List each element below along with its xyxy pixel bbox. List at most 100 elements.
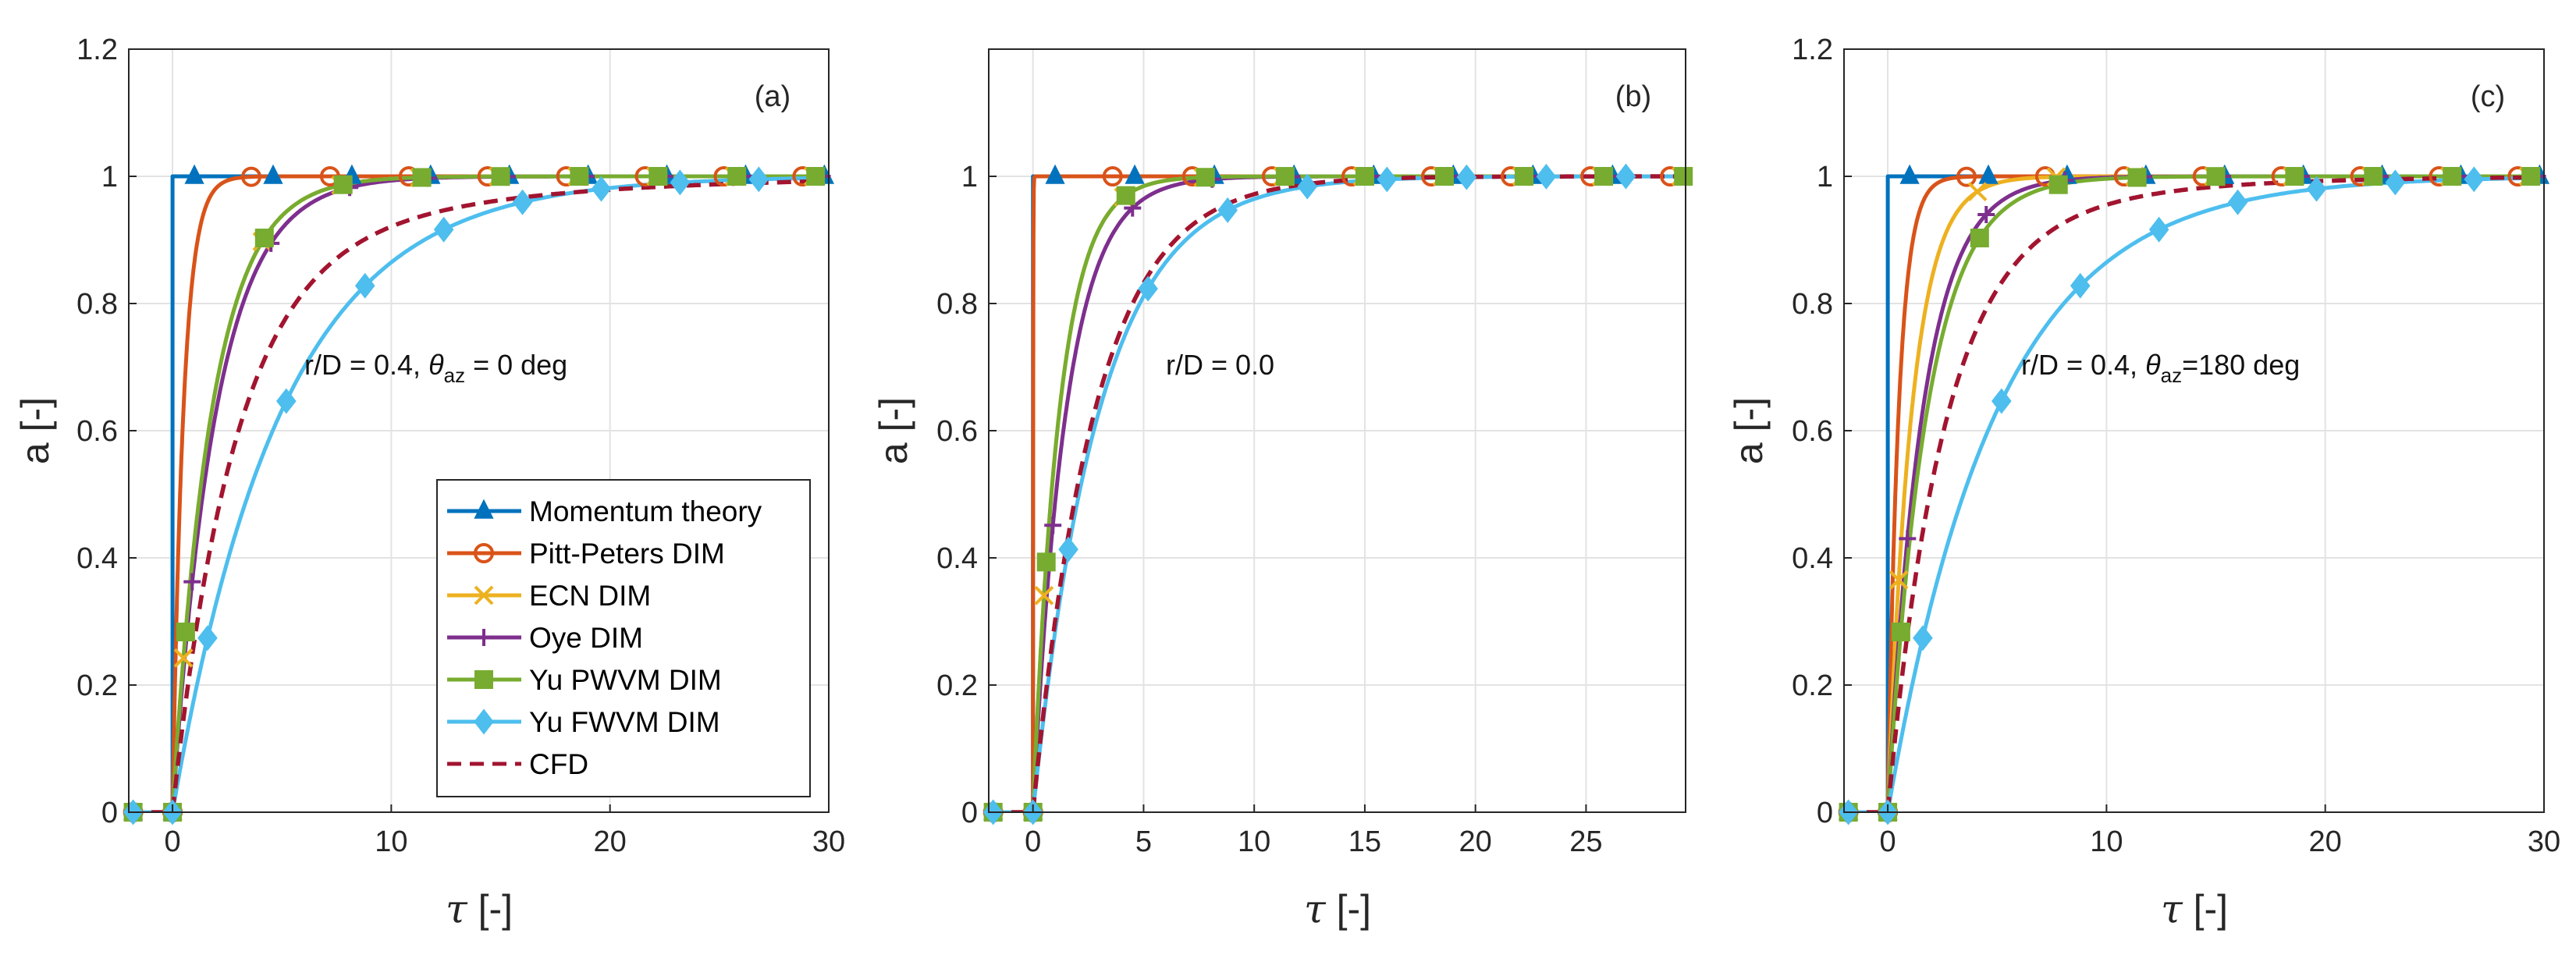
- annotation-c-pre: r/D = 0.4,: [2021, 349, 2145, 381]
- ytick-label: 0.4: [1792, 542, 1833, 575]
- marker-yu_fwvm: [2464, 166, 2485, 193]
- legend-entry: Yu PWVM DIM: [447, 664, 722, 696]
- ytick-label: 0: [101, 797, 118, 829]
- chart-panel-b: 0 5 10 15 20 25 00.20.40.60.81 (b) r/D = 0.0 …: [872, 48, 1693, 932]
- xticks-a: 0 10 20 30: [164, 804, 845, 858]
- ytick-label: 0.6: [936, 415, 978, 448]
- marker-yu_fwvm: [2306, 176, 2327, 202]
- marker-yu_fwvm: [1217, 197, 1238, 223]
- marker-yu_fwvm: [1615, 163, 1636, 190]
- ytick-label: 1.2: [1792, 34, 1833, 66]
- annotation-b-pre: r/D = 0.0: [1166, 349, 1274, 381]
- xtick-label: 5: [1135, 825, 1152, 858]
- legend-entry: Oye DIM: [447, 622, 643, 654]
- ytick-label: 0.8: [76, 288, 118, 321]
- xtick-label: 0: [164, 825, 180, 858]
- marker-momentum: [184, 164, 204, 184]
- ytick-label: 1: [1817, 161, 1833, 193]
- xlabel-b-unit: [-]: [1326, 887, 1371, 931]
- marker-yu_pwvm: [570, 167, 589, 186]
- marker-yu_fwvm: [1456, 164, 1477, 190]
- legend-entry: Pitt-Peters DIM: [447, 538, 725, 570]
- legend-marker-ecn: [474, 585, 494, 605]
- marker-yu_fwvm: [1992, 388, 2012, 414]
- marker-yu_fwvm: [1297, 173, 1318, 200]
- legend-marker-oye: [475, 629, 492, 646]
- marker-yu_pwvm: [2364, 167, 2383, 186]
- legend-entry: Yu FWVM DIM: [447, 706, 720, 738]
- series-line-cfd: [1844, 175, 2544, 812]
- annotation-a-pre: r/D = 0.4,: [304, 349, 428, 381]
- marker-yu_pwvm: [176, 622, 195, 641]
- marker-yu_pwvm: [2048, 175, 2068, 194]
- legend-entry: Momentum theory: [447, 495, 762, 527]
- marker-ecn: [1967, 182, 1988, 202]
- marker-yu_fwvm: [1536, 163, 1557, 190]
- marker-yu_pwvm: [2521, 167, 2541, 186]
- xtick-label: 30: [812, 825, 845, 858]
- marker-yu_pwvm: [254, 229, 274, 248]
- ytick-label: 0.4: [936, 542, 978, 575]
- panel-label-a: (a): [755, 80, 791, 113]
- marker-yu_pwvm: [648, 167, 668, 186]
- marker-yu_pwvm: [1515, 167, 1534, 186]
- legend-label: Pitt-Peters DIM: [529, 538, 725, 570]
- ytick-label: 0: [1817, 797, 1833, 829]
- marker-yu_fwvm: [433, 216, 454, 243]
- xlabel-a: τ [-]: [446, 886, 513, 932]
- marker-yu_fwvm: [748, 166, 769, 193]
- annotation-c: r/D = 0.4, θaz=180 deg: [2021, 349, 2300, 387]
- legend-label: ECN DIM: [529, 580, 651, 612]
- annotation-a-post: = 0 deg: [465, 349, 567, 381]
- legend-label: CFD: [529, 748, 588, 780]
- xticks-c: 0 10 20 30: [1879, 804, 2560, 858]
- annotation-b: r/D = 0.0: [1166, 349, 1274, 381]
- legend-entries: Momentum theory Pitt-Peters DIM ECN DIM Oye…: [447, 495, 762, 780]
- marker-ecn: [1888, 570, 1909, 590]
- ytick-label: 0.8: [936, 288, 978, 321]
- marker-momentum: [263, 164, 283, 184]
- legend-marker-yu_fwvm: [474, 708, 494, 735]
- xtick-label: 15: [1348, 825, 1381, 858]
- marker-momentum: [1978, 164, 1999, 184]
- marker-ecn: [173, 648, 194, 668]
- marker-oye: [1899, 530, 1917, 548]
- annotation-c-sub: az: [2161, 364, 2182, 387]
- legend-label: Yu FWVM DIM: [529, 706, 720, 738]
- marker-yu_pwvm: [1434, 167, 1454, 186]
- marker-yu_pwvm: [412, 168, 432, 187]
- marker-oye: [183, 573, 201, 591]
- marker-yu_pwvm: [333, 175, 353, 194]
- ytick-label: 0.2: [936, 669, 978, 702]
- panel-label-b: (b): [1615, 80, 1651, 113]
- marker-yu_fwvm: [2227, 189, 2248, 215]
- legend-label: Oye DIM: [529, 622, 643, 654]
- xlabel-a-symbol: τ: [446, 886, 468, 932]
- xtick-label: 25: [1569, 825, 1602, 858]
- marker-yu_pwvm: [1355, 167, 1374, 186]
- ylabel-c: a [-]: [1727, 397, 1771, 464]
- marker-yu_fwvm: [2070, 272, 2091, 299]
- panel-label-c: (c): [2471, 80, 2505, 113]
- marker-yu_pwvm: [727, 167, 747, 186]
- xtick-label: 10: [2090, 825, 2123, 858]
- xtick-label: 10: [1238, 825, 1270, 858]
- xtick-label: 10: [375, 825, 407, 858]
- marker-yu_fwvm: [197, 625, 218, 651]
- series-line-yu_fwvm: [1844, 176, 2544, 812]
- marker-yu_pwvm: [2285, 167, 2304, 186]
- ylabel-a: a [-]: [13, 397, 57, 464]
- marker-yu_pwvm: [1275, 167, 1295, 186]
- ytick-label: 1: [961, 161, 978, 193]
- xtick-label: 0: [1879, 825, 1896, 858]
- ytick-label: 0.6: [1792, 415, 1833, 448]
- marker-yu_pwvm: [1674, 167, 1693, 186]
- ytick-label: 0.2: [76, 669, 118, 702]
- marker-yu_pwvm: [806, 167, 826, 186]
- marker-yu_fwvm: [1058, 536, 1078, 563]
- ytick-label: 0.8: [1792, 288, 1833, 321]
- marker-momentum: [1125, 164, 1145, 184]
- xtick-label: 20: [1459, 825, 1492, 858]
- series-line-yu_fwvm: [129, 176, 829, 812]
- xlabel-c-unit: [-]: [2183, 887, 2228, 931]
